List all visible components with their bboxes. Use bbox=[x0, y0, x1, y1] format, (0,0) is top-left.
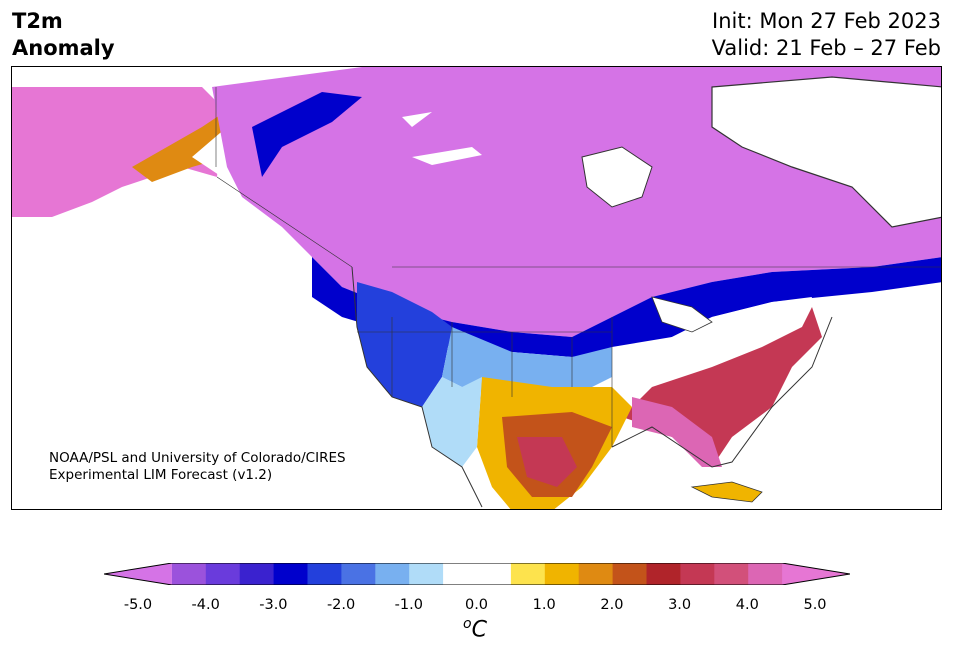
colorbar-cell bbox=[510, 563, 546, 585]
credit-line-2: Experimental LIM Forecast (v1.2) bbox=[49, 467, 273, 483]
alaska-warm bbox=[12, 87, 222, 217]
colorbar-tick-label: -4.0 bbox=[191, 597, 220, 613]
colorbar-cell bbox=[612, 563, 647, 585]
credit-line-1: NOAA/PSL and University of Colorado/CIRE… bbox=[49, 450, 346, 466]
colorbar-cell bbox=[409, 563, 444, 585]
colorbar-cell bbox=[171, 563, 207, 585]
southwest-cool bbox=[422, 377, 482, 467]
map-title: T2m Anomaly bbox=[12, 8, 115, 62]
lakes-north bbox=[402, 112, 482, 165]
cuba bbox=[690, 481, 763, 503]
colorbar-tick-label: 2.0 bbox=[600, 597, 624, 613]
west-coast bbox=[351, 266, 483, 508]
anomaly-field bbox=[12, 67, 941, 509]
colorbar-cell bbox=[273, 563, 308, 585]
colorbar-cell bbox=[341, 563, 376, 585]
colorbar-tick-label: -5.0 bbox=[123, 597, 153, 613]
borders bbox=[215, 87, 941, 508]
colorbar-cell bbox=[578, 563, 614, 585]
unit-superscript: o bbox=[463, 616, 472, 632]
colorbar-tick-label: 4.0 bbox=[735, 597, 759, 613]
date-info: Init: Mon 27 Feb 2023 Valid: 21 Feb – 27… bbox=[712, 8, 941, 62]
colorbar-cell bbox=[680, 563, 715, 585]
colorbar-cell bbox=[443, 563, 478, 585]
title-line-1: T2m bbox=[12, 9, 63, 33]
title-line-2: Anomaly bbox=[12, 36, 115, 60]
colorbar-tick-label: 0.0 bbox=[464, 597, 489, 613]
colorbar-tick-label: -1.0 bbox=[394, 597, 423, 613]
colorbar-cell bbox=[714, 563, 749, 585]
init-date: Init: Mon 27 Feb 2023 bbox=[712, 9, 941, 33]
colorbar-cell bbox=[748, 563, 783, 585]
colorbar bbox=[104, 563, 850, 585]
colorbar-cell bbox=[104, 563, 172, 585]
colorbar-cell bbox=[205, 563, 241, 585]
state-lines bbox=[357, 317, 613, 447]
colorbar-unit: oC bbox=[463, 616, 487, 642]
colorbar-cell bbox=[782, 563, 850, 585]
canada-lines bbox=[215, 87, 941, 268]
colorbar-tick-label: 5.0 bbox=[803, 597, 827, 613]
greenland bbox=[711, 76, 941, 228]
great-lakes bbox=[651, 296, 713, 333]
alaska-warm-band bbox=[132, 107, 232, 182]
southeast-warmest bbox=[632, 397, 722, 467]
colorbar-tick-label: -3.0 bbox=[259, 597, 288, 613]
neutral-band bbox=[612, 297, 812, 387]
credit-text: NOAA/PSL and University of Colorado/CIRE… bbox=[49, 450, 346, 484]
colorbar-cells bbox=[104, 563, 850, 585]
unit-letter: C bbox=[471, 617, 487, 643]
colorbar-cell bbox=[375, 563, 410, 585]
colorbar-cell bbox=[544, 563, 580, 585]
colorbar-cell bbox=[239, 563, 275, 585]
colorbar-tick-label: -2.0 bbox=[326, 597, 356, 613]
colorbar-cell bbox=[477, 563, 512, 585]
map-canvas bbox=[12, 67, 941, 509]
colorbar-tick-label: 3.0 bbox=[668, 597, 692, 613]
hudson-bay bbox=[581, 146, 653, 208]
bc-cold-band bbox=[252, 92, 362, 177]
anomaly-map bbox=[11, 66, 942, 510]
valid-range: Valid: 21 Feb – 27 Feb bbox=[711, 36, 941, 60]
colorbar-tick-label: 1.0 bbox=[532, 597, 556, 613]
west-cold bbox=[357, 282, 452, 407]
east-coast bbox=[611, 316, 833, 468]
mexico-warmest bbox=[517, 437, 577, 487]
colorbar-cell bbox=[646, 563, 681, 585]
colorbar-cell bbox=[307, 563, 342, 585]
